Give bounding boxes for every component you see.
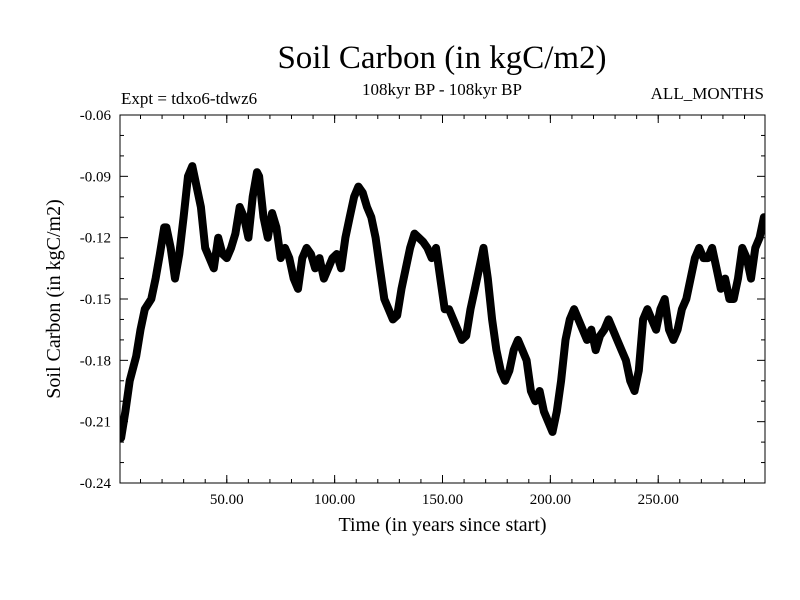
x-tick-label: 200.00 [530,492,571,508]
y-tick-label: -0.21 [80,415,111,431]
y-tick-label: -0.24 [80,476,112,492]
y-tick-label: -0.15 [80,292,111,308]
x-axis-label: Time (in years since start) [338,514,546,536]
chart-months: ALL_MONTHS [650,84,764,103]
axes-layer [120,114,765,484]
x-tick-label: 150.00 [422,492,463,508]
chart-title: Soil Carbon (in kgC/m2) [277,40,607,76]
plot-frame [119,114,766,484]
y-tick-label: -0.06 [80,108,112,124]
y-tick-label: -0.18 [80,353,111,369]
y-axis-label: Soil Carbon (in kgC/m2) [43,199,65,398]
y-tick-label: -0.12 [80,231,111,247]
chart-experiment: Expt = tdxo6-tdwz6 [121,89,258,108]
series-line [120,162,765,442]
y-tick-label: -0.09 [80,169,111,185]
x-tick-label: 250.00 [638,492,679,508]
x-tick-label: 100.00 [314,492,355,508]
labels-layer: 50.00 100.00 150.00 200.00 250.00 -0.06 -0.09 -… [43,108,679,536]
x-tick-label: 50.00 [210,492,244,508]
chart-period: 108kyr BP - 108kyr BP [362,80,522,99]
series-layer [120,162,765,442]
